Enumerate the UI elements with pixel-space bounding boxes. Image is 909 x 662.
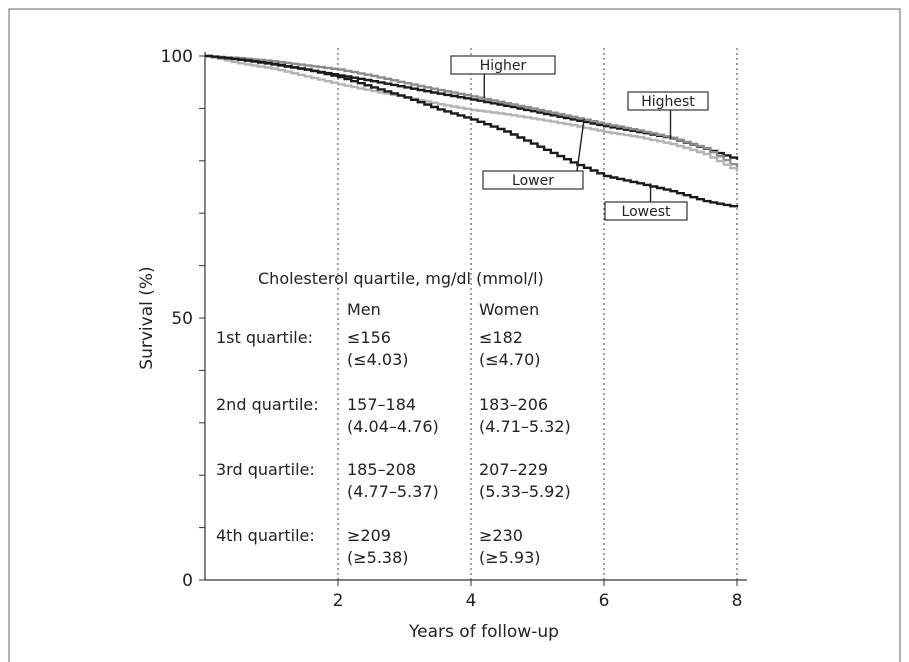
x-tick-label: 2 (333, 591, 344, 611)
callout-label-lowest: Lowest (622, 204, 671, 220)
callout-box-lowest (604, 201, 688, 221)
x-tick-label: 4 (466, 591, 477, 611)
table-cell-men-mgdl: 157–184 (347, 395, 416, 414)
table-cell-men-mmol: (≥5.38) (347, 548, 409, 567)
table-cell-men-mgdl: ≤156 (347, 328, 391, 347)
x-tick-label: 6 (599, 591, 610, 611)
table-cell-men-mgdl: ≥209 (347, 526, 391, 545)
callout-leader-lower (576, 118, 585, 172)
callout-box-highest (627, 91, 709, 111)
table-cell-women-mmol: (≥5.93) (479, 548, 541, 567)
x-axis-title: Years of follow-up (408, 622, 559, 642)
cholesterol-table: Cholesterol quartile, mg/dl (mmol/l) Men W… (216, 269, 571, 567)
callout-box-lower (482, 170, 584, 190)
table-cell-women-mmol: (5.33–5.92) (479, 482, 571, 501)
table-cell-men-mmol: (4.77–5.37) (347, 482, 439, 501)
series-line-lower (205, 54, 739, 172)
table-row-label: 1st quartile: (216, 328, 313, 347)
callout-label-lower: Lower (512, 173, 554, 189)
table-cell-women-mgdl: ≤182 (479, 328, 523, 347)
table-cell-women-mmol: (≤4.70) (479, 350, 541, 369)
figure-frame (8, 8, 901, 662)
table-cell-women-mgdl: 183–206 (479, 395, 548, 414)
y-tick-label: 50 (171, 309, 193, 329)
y-axis-title: Survival (%) (137, 266, 157, 369)
callout-label-higher: Higher (480, 58, 527, 74)
table-cell-women-mgdl: 207–229 (479, 460, 548, 479)
table-title: Cholesterol quartile, mg/dl (mmol/l) (258, 269, 544, 288)
table-cell-women-mmol: (4.71–5.32) (479, 417, 571, 436)
callout-box-higher (450, 55, 556, 75)
axes: 0 50 100 2 4 6 8 Years of follow-up Survival (%) (137, 47, 747, 642)
x-tick-label: 8 (732, 591, 743, 611)
reference-lines (337, 48, 738, 580)
callouts: Higher Highest Lower Lowest (450, 55, 709, 221)
table-row-label: 3rd quartile: (216, 460, 315, 479)
table-cell-men-mmol: (4.04–4.76) (347, 417, 439, 436)
table-header-women: Women (479, 300, 539, 319)
table-cell-women-mgdl: ≥230 (479, 526, 523, 545)
table-header-men: Men (347, 300, 381, 319)
callout-label-highest: Highest (641, 94, 695, 110)
table-cell-men-mgdl: 185–208 (347, 460, 416, 479)
table-cell-men-mmol: (≤4.03) (347, 350, 409, 369)
table-row-label: 4th quartile: (216, 526, 315, 545)
table-row-label: 2nd quartile: (216, 395, 319, 414)
series-line-higher (205, 54, 739, 169)
y-tick-label: 100 (161, 47, 193, 67)
y-tick-label: 0 (182, 571, 193, 591)
